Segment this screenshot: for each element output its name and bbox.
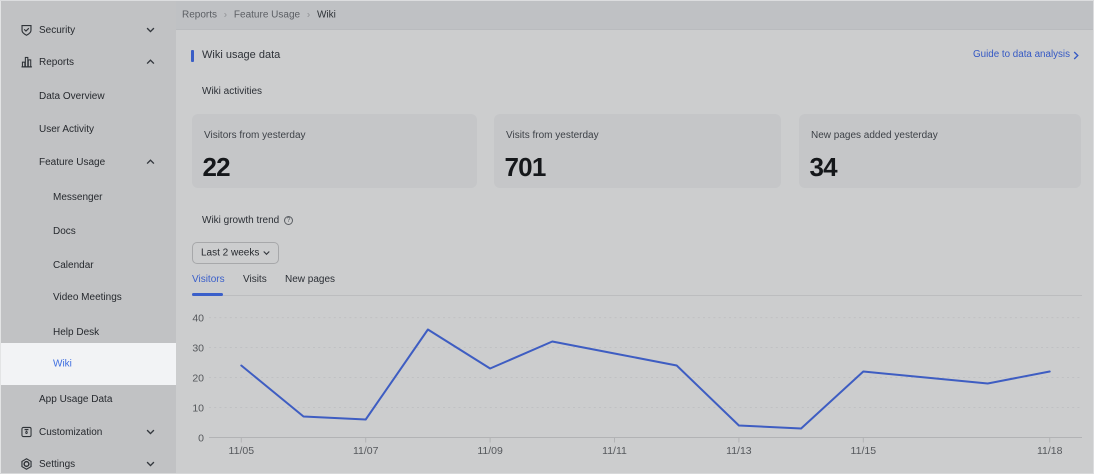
svg-text:11/05: 11/05 [229, 445, 255, 457]
svg-text:10: 10 [192, 402, 204, 414]
svg-text:11/11: 11/11 [602, 445, 627, 457]
svg-text:11/09: 11/09 [477, 445, 503, 457]
svg-text:11/15: 11/15 [851, 445, 877, 457]
svg-text:40: 40 [192, 313, 204, 325]
svg-text:0: 0 [198, 432, 204, 444]
svg-text:30: 30 [192, 342, 204, 354]
svg-text:20: 20 [192, 372, 204, 384]
svg-text:11/18: 11/18 [1037, 445, 1063, 457]
svg-text:11/13: 11/13 [726, 445, 752, 457]
svg-text:11/07: 11/07 [353, 445, 379, 457]
